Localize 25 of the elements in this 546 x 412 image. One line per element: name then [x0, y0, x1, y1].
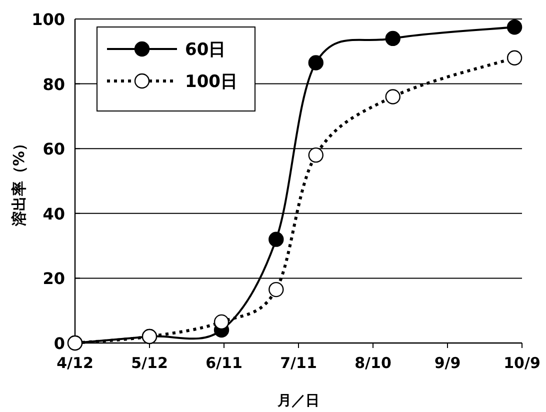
- point: [214, 314, 230, 330]
- legend-label: 60日: [185, 40, 226, 60]
- y-tick-label: 60: [42, 140, 65, 159]
- x-tick-label: 6/11: [206, 354, 242, 372]
- point: [506, 20, 522, 35]
- y-tick-label: 100: [32, 10, 65, 29]
- y-tick-label: 0: [54, 334, 65, 353]
- x-tick-label: 4/12: [56, 354, 94, 372]
- x-axis-title: 月／日: [276, 393, 320, 409]
- y-tick-label: 80: [42, 74, 65, 94]
- y-axis-title: 溶出率（%）: [10, 136, 28, 228]
- point: [308, 147, 324, 163]
- point: [308, 55, 324, 70]
- point: [385, 30, 400, 46]
- x-tick-label: 7/11: [280, 354, 317, 372]
- x-tick-label: 10/9: [504, 354, 540, 372]
- x-tick-label: 8/10: [354, 354, 392, 372]
- point: [385, 89, 400, 104]
- x-tick-label: 9/9: [434, 354, 461, 372]
- point: [268, 232, 284, 247]
- point: [268, 282, 284, 298]
- y-tick-label: 20: [42, 269, 65, 288]
- x-tick-label: 5/12: [131, 354, 168, 372]
- y-tick-label: 40: [42, 204, 65, 224]
- legend-label: 100日: [185, 72, 238, 92]
